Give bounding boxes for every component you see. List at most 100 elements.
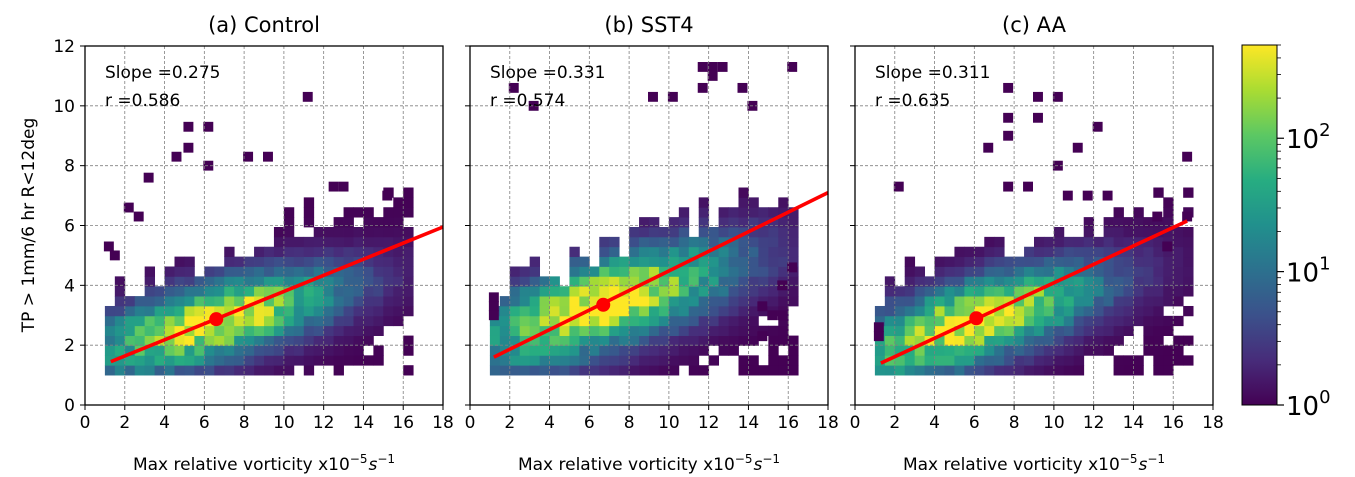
heatmap-cell <box>914 305 926 317</box>
heatmap-cell <box>728 325 739 336</box>
heatmap-cell <box>373 296 384 307</box>
heatmap-cell-outlier <box>488 292 499 303</box>
heatmap-cell <box>984 256 995 267</box>
heatmap-cell <box>174 296 185 307</box>
heatmap-cell <box>994 246 1005 258</box>
heatmap-cell <box>1043 305 1055 317</box>
heatmap-cell <box>1024 256 1035 267</box>
heatmap-cell <box>778 315 789 327</box>
heatmap-cell <box>728 276 739 287</box>
heatmap-cell <box>994 315 1005 327</box>
heatmap-cell <box>768 266 779 277</box>
heatmap-cell <box>658 365 670 376</box>
heatmap-cell <box>1024 286 1035 297</box>
x-tick-label: 4 <box>929 413 940 433</box>
heatmap-cell <box>1123 256 1134 267</box>
heatmap-cell <box>954 305 965 317</box>
heatmap-cell <box>708 227 720 238</box>
heatmap-cell <box>1133 276 1144 287</box>
x-tick-label: 16 <box>1162 413 1184 433</box>
heatmap-cell <box>728 305 739 317</box>
heatmap-cell <box>1113 256 1124 267</box>
heatmap-cell <box>708 276 720 287</box>
heatmap-cell <box>383 227 394 238</box>
heatmap-cell <box>738 187 749 198</box>
heatmap-cell <box>974 365 985 376</box>
x-tick-label: 12 <box>313 413 335 433</box>
heatmap-cell <box>1153 236 1164 248</box>
heatmap-cell-outlier <box>777 310 788 321</box>
heatmap-cell <box>264 276 275 287</box>
heatmap-cell <box>1143 246 1154 258</box>
heatmap-cell <box>323 256 335 267</box>
regression-line <box>880 219 1188 365</box>
heatmap-cell <box>1163 227 1174 238</box>
heatmap-cell <box>293 276 305 287</box>
heatmap-cell <box>1043 236 1055 248</box>
heatmap-cell <box>393 207 404 218</box>
heatmap-cell <box>748 315 759 327</box>
heatmap-cell <box>1024 335 1035 346</box>
heatmap-cell <box>303 286 315 297</box>
heatmap-cell <box>539 296 550 307</box>
heatmap-cell <box>303 266 315 277</box>
heatmap-cell <box>609 236 620 248</box>
heatmap-cell <box>244 345 255 356</box>
heatmap-cell <box>1113 335 1124 346</box>
heatmap-cell <box>1123 365 1134 376</box>
heatmap-cell <box>768 276 779 287</box>
heatmap-cell <box>1113 266 1124 277</box>
heatmap-cell <box>1014 296 1025 307</box>
heatmap-cell <box>333 345 344 356</box>
heatmap-cell <box>273 236 285 248</box>
heatmap-cell <box>264 335 275 346</box>
heatmap-cell <box>914 325 926 336</box>
mean-point <box>969 311 984 326</box>
heatmap-cell <box>649 266 660 277</box>
heatmap-cell <box>1073 345 1085 356</box>
heatmap-cell <box>569 345 580 356</box>
heatmap-cell <box>599 365 610 376</box>
heatmap-cell <box>1034 246 1045 258</box>
heatmap-cell <box>283 207 295 218</box>
colorbar-tick-label: 101 <box>1286 254 1331 289</box>
heatmap-cell <box>778 325 789 336</box>
heatmap-cell <box>984 315 995 327</box>
heatmap-cell <box>924 276 935 287</box>
heatmap-cell-outlier <box>697 62 708 72</box>
heatmap-cell <box>688 335 700 346</box>
heatmap-cell <box>1173 236 1184 248</box>
heatmap-cell-outlier <box>707 62 718 72</box>
heatmap-cell <box>124 315 136 327</box>
heatmap-cell <box>164 325 175 336</box>
heatmap-cell <box>244 296 255 307</box>
heatmap-cell <box>539 276 550 287</box>
heatmap-cell <box>164 266 175 277</box>
heatmap-cell <box>1014 256 1025 267</box>
heatmap-cell <box>293 266 305 277</box>
x-tick-label: 10 <box>273 413 295 433</box>
panel-title: (a) Control <box>208 13 320 37</box>
heatmap-cell <box>383 296 394 307</box>
heatmap-cell <box>264 305 275 317</box>
heatmap-cell <box>1113 325 1124 336</box>
heatmap-cell <box>509 335 521 346</box>
heatmap-cell <box>884 365 896 376</box>
heatmap-cell <box>788 345 799 356</box>
heatmap-cell <box>718 345 729 356</box>
heatmap-cell <box>619 325 630 336</box>
heatmap-cell <box>313 345 325 356</box>
heatmap-cell <box>539 345 550 356</box>
heatmap-cell-outlier <box>1003 82 1014 93</box>
heatmap-cell <box>569 315 580 327</box>
heatmap-cell-outlier <box>133 211 144 222</box>
heatmap-cell <box>509 365 521 376</box>
heatmap-cell <box>1123 315 1134 327</box>
heatmap-cell <box>954 325 965 336</box>
heatmap-cell <box>758 246 769 258</box>
heatmap-cell <box>363 315 374 327</box>
heatmap-cell <box>944 335 955 346</box>
heatmap-cell <box>363 227 374 238</box>
heatmap-cell <box>1053 246 1065 258</box>
heatmap-cell <box>658 276 670 287</box>
